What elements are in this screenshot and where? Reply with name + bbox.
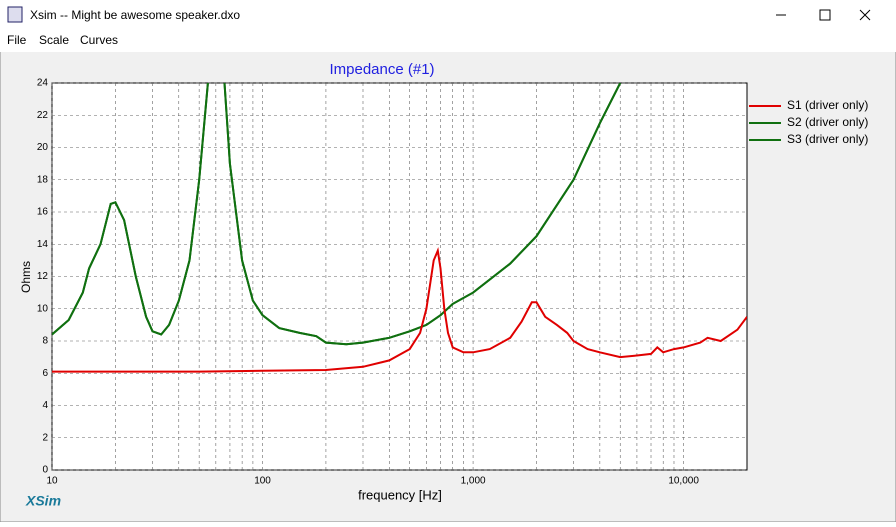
y-tick-label: 4 bbox=[42, 400, 48, 411]
y-tick-label: 6 bbox=[42, 368, 48, 379]
close[interactable] bbox=[859, 9, 871, 21]
title-bar bbox=[0, 0, 896, 30]
y-tick-label: 16 bbox=[37, 207, 49, 218]
y-tick-label: 2 bbox=[42, 432, 48, 443]
y-tick-label: 20 bbox=[37, 142, 49, 153]
x-tick-label: 100 bbox=[254, 476, 271, 487]
y-tick-label: 24 bbox=[37, 78, 49, 89]
menu-item[interactable]: File bbox=[7, 33, 27, 47]
x-tick-label: 1,000 bbox=[461, 476, 486, 487]
legend-label: S1 (driver only) bbox=[787, 98, 868, 112]
series-line bbox=[52, 83, 622, 346]
chart-title: Impedance (#1) bbox=[329, 61, 434, 78]
y-tick-label: 22 bbox=[37, 110, 49, 121]
maximize[interactable] bbox=[819, 9, 831, 21]
y-tick-label: 14 bbox=[37, 239, 49, 250]
y-tick-label: 10 bbox=[37, 303, 49, 314]
x-tick-label: 10 bbox=[46, 476, 58, 487]
app-icon bbox=[7, 6, 23, 23]
y-axis-label: Ohms bbox=[19, 261, 33, 293]
y-tick-label: 0 bbox=[42, 465, 48, 476]
series-line bbox=[52, 247, 747, 373]
y-tick-label: 8 bbox=[42, 336, 48, 347]
x-tick-label: 10,000 bbox=[668, 476, 699, 487]
y-tick-label: 12 bbox=[37, 271, 49, 282]
menu-bar bbox=[0, 30, 896, 52]
legend-label: S2 (driver only) bbox=[787, 115, 868, 129]
legend-label: S3 (driver only) bbox=[787, 132, 868, 146]
menu-item[interactable]: Curves bbox=[80, 33, 118, 47]
brand: XSim bbox=[25, 493, 61, 509]
window-title: Xsim -- Might be awesome speaker.dxo bbox=[30, 8, 240, 22]
menu-item[interactable]: Scale bbox=[39, 33, 69, 47]
x-axis-label: frequency [Hz] bbox=[358, 487, 442, 502]
y-tick-label: 18 bbox=[37, 174, 49, 185]
